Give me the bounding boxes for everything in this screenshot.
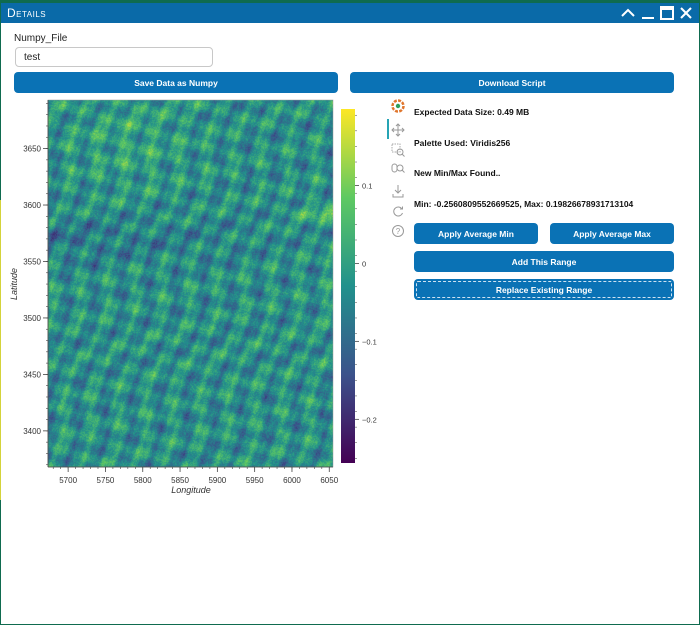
- y-tick-label: 3500: [23, 314, 41, 323]
- help-icon[interactable]: ?: [391, 224, 405, 238]
- y-tick-label: 3600: [23, 201, 41, 210]
- details-window: Details Numpy_File Save Data as Numpy Do…: [1, 3, 699, 624]
- heatmap-plot[interactable]: 5700 5750 5800 5850 5900 5950 6000 6050 3400 3450…: [1, 3, 401, 503]
- reset-icon[interactable]: [391, 204, 405, 218]
- palette-text: Palette Used: Viridis256: [414, 138, 511, 148]
- collapse-icon[interactable]: [620, 5, 636, 21]
- plot-toolbar: ?: [387, 99, 411, 239]
- numpy-file-input[interactable]: [15, 47, 213, 67]
- x-tick-label: 5750: [97, 476, 115, 485]
- colorbar: [341, 109, 355, 463]
- wheel-zoom-icon[interactable]: [391, 162, 405, 176]
- minmax-status-text: New Min/Max Found..: [414, 168, 501, 178]
- x-tick-label: 5850: [171, 476, 189, 485]
- apply-average-min-button[interactable]: Apply Average Min: [414, 223, 538, 244]
- minmax-values-text: Min: -0.2560809552669525, Max: 0.1982667…: [414, 199, 634, 209]
- x-tick-label: 5950: [246, 476, 264, 485]
- y-tick-label: 3400: [23, 427, 41, 436]
- x-tick-label: 6000: [283, 476, 301, 485]
- colorbar-tick-label: −0.1: [362, 337, 377, 346]
- heatmap-raster[interactable]: [48, 100, 333, 467]
- x-tick-label: 5900: [208, 476, 226, 485]
- maximize-icon[interactable]: [659, 5, 675, 21]
- y-tick-label: 3550: [23, 257, 41, 266]
- box-zoom-icon[interactable]: [391, 143, 405, 157]
- add-this-range-button[interactable]: Add This Range: [414, 251, 674, 272]
- apply-average-max-button[interactable]: Apply Average Max: [550, 223, 674, 244]
- save-data-numpy-button[interactable]: Save Data as Numpy: [14, 72, 338, 93]
- x-tick-label: 5800: [134, 476, 152, 485]
- save-icon[interactable]: [391, 184, 405, 198]
- y-axis-label: Latitude: [9, 268, 19, 300]
- title-bar[interactable]: Details: [1, 3, 699, 23]
- y-tick-label: 3450: [23, 370, 41, 379]
- pan-icon[interactable]: [391, 123, 405, 137]
- x-tick-label: 5700: [59, 476, 77, 485]
- heatmap-image[interactable]: [48, 100, 333, 467]
- colorbar-tick-label: −0.2: [362, 415, 377, 424]
- colorbar-tick-label: 0: [362, 259, 366, 268]
- download-script-button[interactable]: Download Script: [350, 72, 674, 93]
- active-tool-indicator: [387, 119, 389, 139]
- x-tick-label: 6050: [320, 476, 338, 485]
- y-tick-label: 3650: [23, 145, 41, 154]
- colorbar-tick-label: 0.1: [362, 181, 372, 190]
- svg-text:?: ?: [396, 227, 401, 236]
- x-axis-label: Longitude: [171, 485, 211, 495]
- close-icon[interactable]: [678, 5, 694, 21]
- minimize-icon[interactable]: [640, 5, 656, 21]
- window-title: Details: [7, 6, 47, 20]
- numpy-file-label: Numpy_File: [14, 33, 68, 44]
- replace-existing-range-button[interactable]: Replace Existing Range: [414, 279, 674, 300]
- bokeh-logo-icon[interactable]: [391, 99, 405, 113]
- expected-size-text: Expected Data Size: 0.49 MB: [414, 107, 530, 117]
